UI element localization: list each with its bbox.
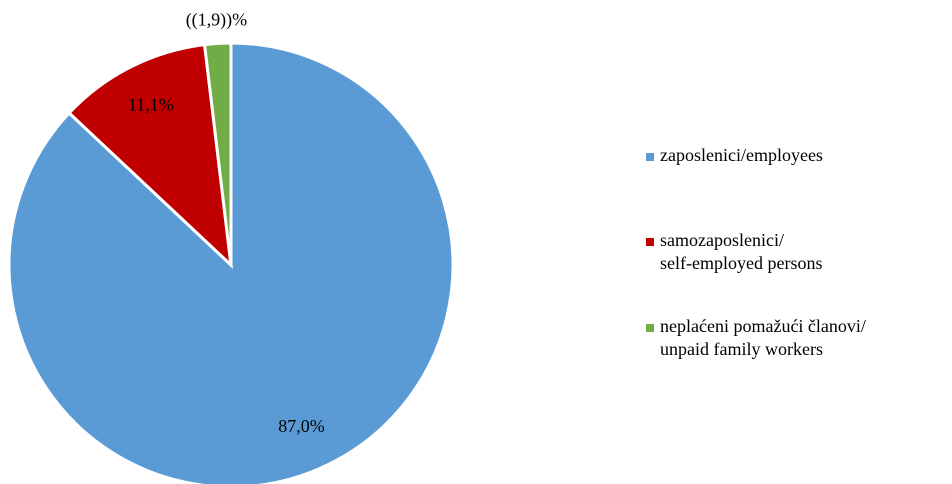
legend-marker xyxy=(646,238,654,246)
legend-marker xyxy=(646,324,654,332)
legend-label: neplaćeni pomažući članovi/unpaid family… xyxy=(660,316,866,359)
legend-line: neplaćeni pomažući članovi/ xyxy=(660,316,866,336)
data-label: 11,1% xyxy=(128,95,174,115)
legend-line: zaposlenici/employees xyxy=(660,145,823,165)
data-label: 87,0% xyxy=(278,416,325,436)
data-label: ((1,9))% xyxy=(186,9,247,30)
legend-marker xyxy=(646,153,654,161)
pie-slice xyxy=(202,41,233,266)
legend-label: samozaposlenici/self-employed persons xyxy=(660,230,822,273)
legend-line: self-employed persons xyxy=(660,253,822,273)
legend-line: unpaid family workers xyxy=(660,339,823,359)
pie-slice xyxy=(67,42,233,269)
legend-line: samozaposlenici/ xyxy=(660,230,784,250)
legend-label: zaposlenici/employees xyxy=(660,145,823,165)
